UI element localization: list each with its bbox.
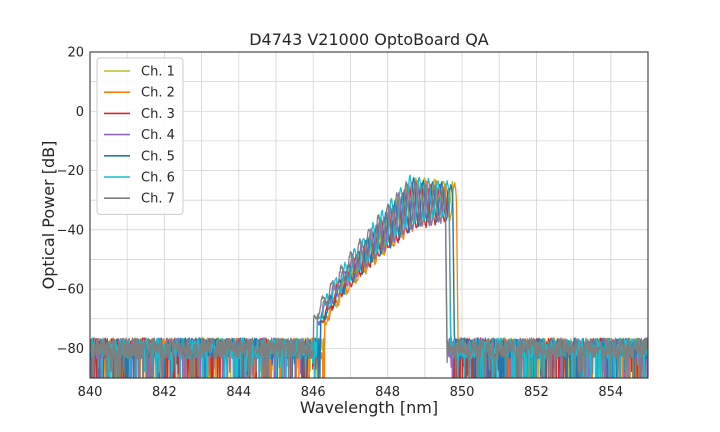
legend-label-ch-6: Ch. 6 [141, 171, 175, 186]
legend-label-ch-3: Ch. 3 [141, 107, 175, 122]
y-tick-label: −20 [57, 164, 84, 179]
series-layer [90, 174, 648, 378]
plot-frame [89, 51, 649, 379]
x-tick-label: 852 [524, 385, 549, 400]
y-tick-label: −60 [57, 283, 84, 298]
x-tick-label: 840 [78, 385, 103, 400]
chart-title: D4743 V21000 OptoBoard QA [249, 30, 489, 49]
x-tick-label: 842 [152, 385, 177, 400]
legend: Ch. 1 Ch. 2 Ch. 3 Ch. 4 Ch. 5 Ch. 6 Ch. 7 [96, 57, 184, 215]
y-tick-label: −40 [57, 223, 84, 238]
legend-label-ch-2: Ch. 2 [141, 86, 175, 101]
x-axis-ticks: 840 842 844 846 848 850 852 854 [78, 385, 624, 400]
x-tick-label: 844 [226, 385, 251, 400]
x-axis-label: Wavelength [nm] [300, 398, 438, 417]
series-line-ch-7 [90, 180, 648, 378]
x-tick-label: 850 [450, 385, 475, 400]
y-axis-ticks: 20 0 −20 −40 −60 −80 [57, 46, 84, 357]
x-tick-label: 846 [301, 385, 326, 400]
y-tick-label: 0 [76, 105, 84, 120]
legend-label-ch-4: Ch. 4 [141, 128, 175, 143]
y-axis-label: Optical Power [dB] [39, 141, 58, 290]
y-tick-label: −80 [57, 342, 84, 357]
x-tick-label: 848 [375, 385, 400, 400]
legend-box [96, 57, 184, 215]
legend-label-ch-1: Ch. 1 [141, 65, 175, 80]
x-tick-label: 854 [598, 385, 623, 400]
legend-label-ch-7: Ch. 7 [141, 192, 175, 207]
y-tick-label: 20 [67, 46, 84, 61]
legend-label-ch-5: Ch. 5 [141, 149, 175, 164]
